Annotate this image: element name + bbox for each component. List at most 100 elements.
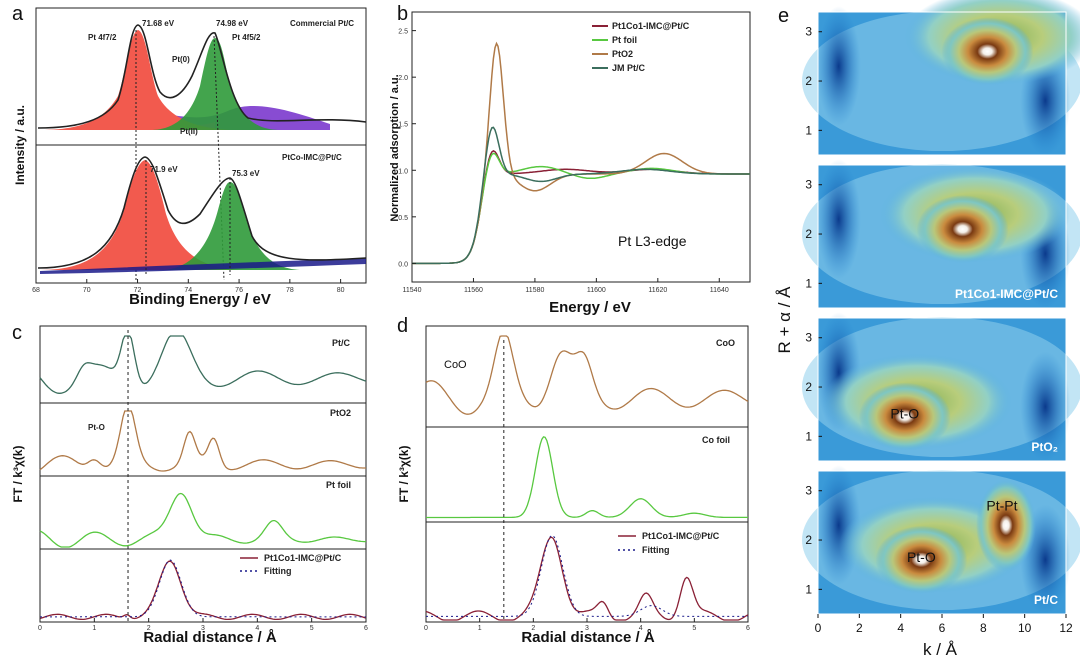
map-intensity-peak [858, 382, 951, 451]
e-ytick-label: 3 [805, 484, 812, 498]
peak-energy-1: 71.68 eV [142, 19, 175, 28]
d-xtick-label: 5 [692, 625, 696, 632]
b-series-line [412, 126, 750, 265]
a-xtick-label: 78 [286, 287, 294, 294]
panel-label-c: c [12, 322, 22, 344]
d-legend-fitting: Fitting [642, 545, 670, 555]
d-xtick-label: 4 [639, 625, 643, 632]
b-legend-label: Pt1Co1-IMC@Pt/C [612, 21, 690, 31]
panel-a-bottom-envelope [37, 156, 367, 269]
d-xtick-label: 0 [424, 625, 428, 632]
c-xtick-label: 3 [201, 625, 205, 632]
c-label-ptfoil: Pt foil [326, 480, 351, 490]
panel-d-ylabel: FT / k³χ(k) [397, 446, 411, 503]
panel-b-ticks: 11540 11560 11580 11600 11620 11640 0.0 0.5 1.0 1… [398, 29, 729, 294]
e-xtick-label: 12 [1059, 621, 1073, 635]
b-xtick-label: 11560 [464, 287, 483, 294]
b-xtick-label: 11540 [403, 287, 422, 294]
map-dark-lobe [1020, 351, 1071, 462]
map-border [817, 164, 1067, 309]
b-xtick-label: 11620 [648, 287, 667, 294]
b-ytick-label: 1.0 [398, 168, 408, 175]
e-ytick-label: 3 [805, 25, 812, 39]
b-xtick-label: 11580 [525, 287, 544, 294]
d-xtick-label: 6 [746, 625, 750, 632]
panel-c-ylabel: FT / k³χ(k) [11, 446, 25, 503]
wavelet-map: 1 2 3 Pt1Co1-IMC@Pt/C [802, 159, 1080, 309]
pt-l3-edge-label: Pt L3-edge [618, 233, 687, 249]
d-series-line [426, 436, 748, 519]
panel-a-top-title: Commercial Pt/C [290, 19, 354, 28]
d-series-line [425, 335, 749, 415]
panel-c-series [39, 330, 367, 622]
panel-b-legend: Pt1Co1-IMC@Pt/C Pt foil PtO2 JM Pt/C [592, 21, 690, 73]
wavelet-map: 1 2 3 [802, 0, 1080, 156]
map-intensity-peak [941, 17, 1034, 86]
e-ytick-label: 1 [805, 429, 812, 443]
a-xtick-label: 72 [134, 287, 142, 294]
d-legend-sample: Pt1Co1-IMC@Pt/C [642, 531, 720, 541]
pt2-label: Pt(II) [180, 127, 198, 136]
e-xtick-label: 4 [897, 621, 904, 635]
panel-c-ticks: 0 1 2 3 4 5 6 [38, 618, 368, 632]
c-series-line [39, 335, 367, 394]
c-series-line [39, 492, 367, 548]
b-series-line [412, 41, 750, 265]
a-xtick-label: 70 [83, 287, 91, 294]
e-xtick-label: 10 [1018, 621, 1032, 635]
panel-c-xlabel: Radial distance / Å [143, 629, 277, 646]
b-ytick-label: 2.5 [398, 29, 408, 36]
panel-label-a: a [12, 3, 24, 25]
d-fit-line [426, 534, 748, 617]
c-pto-annotation: Pt-O [88, 423, 105, 432]
c-xtick-label: 2 [147, 625, 151, 632]
c-label-pto2: PtO2 [330, 408, 351, 418]
e-xtick-label: 6 [939, 621, 946, 635]
c-xtick-label: 1 [92, 625, 96, 632]
pt4f52-label: Pt 4f5/2 [232, 33, 261, 42]
panel-a: Commercial Pt/C Pt 4f7/2 Pt 4f5/2 Pt(0) … [13, 7, 367, 308]
e-ytick-label: 2 [805, 533, 812, 547]
map-sample-label: Pt1Co1-IMC@Pt/C [955, 287, 1058, 301]
panel-d-ticks: 0 1 2 3 4 5 6 [424, 618, 750, 632]
d-coo-annotation: CoO [444, 359, 467, 371]
d-label-cofoil: Co foil [702, 435, 730, 445]
b-ytick-label: 1.5 [398, 122, 408, 129]
c-xtick-label: 5 [310, 625, 314, 632]
b-ytick-label: 0.5 [398, 215, 408, 222]
c-xtick-label: 6 [364, 625, 368, 632]
d-xtick-label: 1 [478, 625, 482, 632]
d-xtick-label: 3 [585, 625, 589, 632]
pt0-4f52-fill [150, 38, 280, 130]
map-sample-label: PtO₂ [1031, 440, 1058, 454]
pt0-4f72-fill [40, 30, 230, 130]
a-xtick-label: 80 [337, 287, 345, 294]
panel-a-top-envelope [37, 24, 367, 129]
e-ytick-label: 1 [805, 276, 812, 290]
panel-e-ylabel: R + α / Å [775, 286, 794, 354]
e-ytick-label: 2 [805, 74, 812, 88]
panel-b-ylabel: Normalized adsorption / a.u. [389, 74, 401, 221]
b-legend-label: PtO2 [612, 49, 633, 59]
panel-label-b: b [397, 3, 408, 25]
b-legend-label: JM Pt/C [612, 63, 646, 73]
map-annotation: Pt-O [907, 549, 936, 565]
panel-e-ticks: 0 2 4 6 8 10 12 [815, 614, 1073, 635]
map-intensity-peak [875, 525, 968, 594]
bottom-baseline-fill [40, 258, 366, 274]
c-xtick-label: 0 [38, 625, 42, 632]
panel-b-series [412, 41, 750, 265]
b-ytick-label: 2.0 [398, 75, 408, 82]
c-series-line [39, 410, 366, 472]
map-border [817, 11, 1067, 156]
map-intensity-peak [916, 195, 1009, 264]
b-xtick-label: 11640 [710, 287, 729, 294]
panel-c-frame [39, 325, 367, 623]
panel-a-x-ticks: 68 70 72 74 76 78 80 [32, 279, 345, 294]
panel-e-xlabel: k / Å [923, 640, 958, 659]
map-annotation: Pt-Pt [986, 497, 1017, 513]
pt0-label: Pt(0) [172, 55, 190, 64]
panel-a-ylabel: Intensity / a.u. [13, 105, 27, 185]
